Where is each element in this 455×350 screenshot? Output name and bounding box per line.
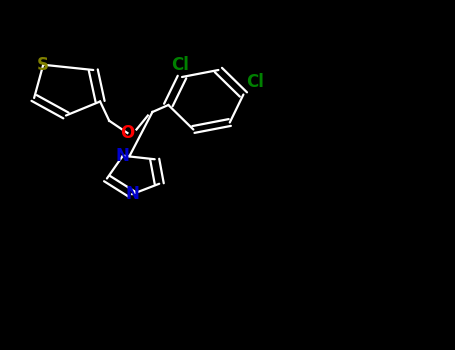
Text: O: O — [120, 124, 135, 142]
Text: S: S — [37, 56, 49, 74]
Text: N: N — [116, 147, 130, 165]
Text: N: N — [125, 185, 139, 203]
Text: Cl: Cl — [171, 56, 189, 74]
Text: Cl: Cl — [246, 73, 264, 91]
